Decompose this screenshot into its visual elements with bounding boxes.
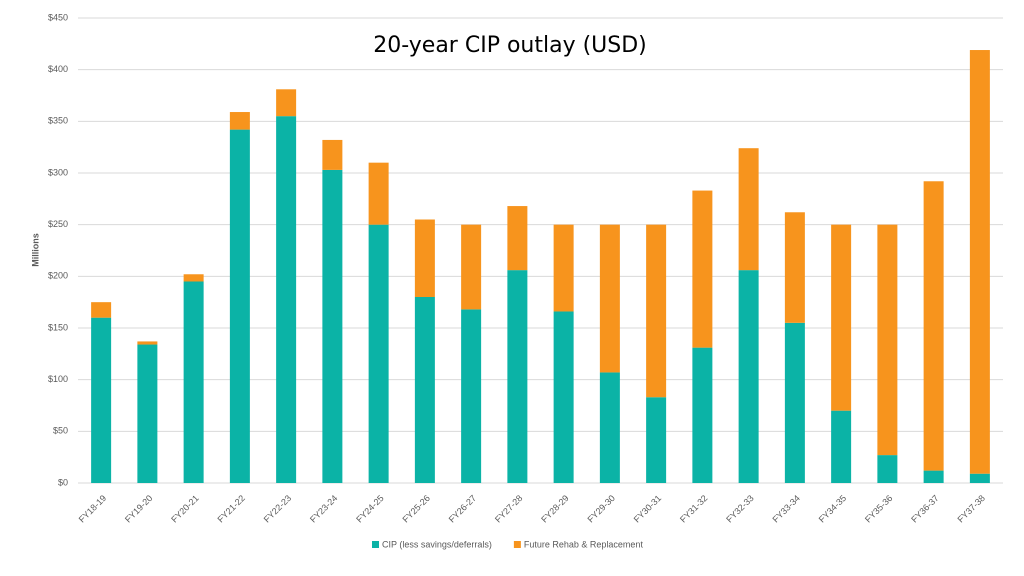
bar-segment [507, 206, 528, 271]
x-tick-label: FY18-19 [77, 493, 108, 524]
bar-segment [229, 129, 250, 483]
y-tick-label: $350 [48, 116, 68, 126]
bar-segment [322, 169, 343, 483]
chart-title: 20-year CIP outlay (USD) [373, 33, 647, 58]
x-tick-label: FY35-36 [863, 493, 894, 524]
bar-segment [461, 309, 482, 483]
x-tick-label: FY36-37 [909, 493, 940, 524]
x-tick-label: FY25-26 [400, 493, 431, 524]
bar-segment [599, 224, 620, 373]
x-tick-label: FY28-29 [539, 493, 570, 524]
y-tick-label: $0 [58, 477, 68, 487]
x-tick-label: FY26-27 [447, 493, 478, 524]
bar-segment [923, 470, 944, 483]
y-tick-label: $400 [48, 64, 68, 74]
x-tick-label: FY22-23 [262, 493, 293, 524]
bar-segment [877, 224, 898, 456]
bar-segment [969, 473, 990, 483]
bar-segment [692, 190, 713, 348]
y-tick-label: $100 [48, 374, 68, 384]
legend-label: CIP (less savings/deferrals) [382, 539, 492, 549]
x-tick-label: FY32-33 [724, 493, 755, 524]
bar-segment [414, 297, 435, 483]
x-tick-label: FY37-38 [955, 493, 986, 524]
y-axis-label: Millions [30, 233, 40, 267]
bar-segment [784, 212, 805, 323]
bar-segment [276, 89, 297, 117]
x-tick-label: FY34-35 [817, 493, 848, 524]
y-tick-label: $150 [48, 322, 68, 332]
bar-segment [784, 322, 805, 483]
y-tick-label: $50 [53, 426, 68, 436]
bar-segment [553, 224, 574, 312]
bar-segment [831, 410, 852, 483]
legend-swatch [372, 541, 379, 548]
bar-segment [322, 139, 343, 170]
bar-segment [877, 455, 898, 483]
bar-segment [599, 372, 620, 483]
bar-segment [692, 347, 713, 483]
bar-segment [507, 270, 528, 483]
bar-segment [91, 302, 112, 318]
x-tick-label: FY29-30 [585, 493, 616, 524]
bar-segment [414, 219, 435, 297]
y-tick-label: $450 [48, 12, 68, 22]
bar-segment [738, 270, 759, 483]
bar-segment [831, 224, 852, 411]
bar-segment [646, 224, 667, 398]
bar-segment [91, 317, 112, 483]
y-tick-label: $250 [48, 219, 68, 229]
bar-segment [183, 274, 204, 282]
x-tick-label: FY20-21 [169, 493, 200, 524]
bar-segment [553, 311, 574, 483]
bar-segment [461, 224, 482, 310]
x-tick-label: FY27-28 [493, 493, 524, 524]
x-tick-label: FY21-22 [215, 493, 246, 524]
bar-segment [368, 162, 389, 225]
x-tick-label: FY30-31 [632, 493, 663, 524]
bar-segment [969, 50, 990, 474]
x-tick-label: FY31-32 [678, 493, 709, 524]
bar-segment [137, 344, 158, 483]
bar-segment [229, 112, 250, 130]
legend-label: Future Rehab & Replacement [524, 539, 644, 549]
bar-segment [646, 397, 667, 483]
bar-segment [368, 224, 389, 483]
bar-segment [183, 281, 204, 483]
bar-segment [738, 148, 759, 271]
x-tick-label: FY33-34 [770, 493, 801, 524]
bar-segment [137, 341, 158, 345]
y-tick-label: $200 [48, 271, 68, 281]
x-tick-label: FY23-24 [308, 493, 339, 524]
x-tick-label: FY24-25 [354, 493, 385, 524]
bar-segment [276, 116, 297, 484]
legend-swatch [513, 541, 521, 548]
x-tick-label: FY19-20 [123, 493, 154, 524]
y-tick-label: $300 [48, 167, 68, 177]
bar-segment [923, 181, 944, 471]
